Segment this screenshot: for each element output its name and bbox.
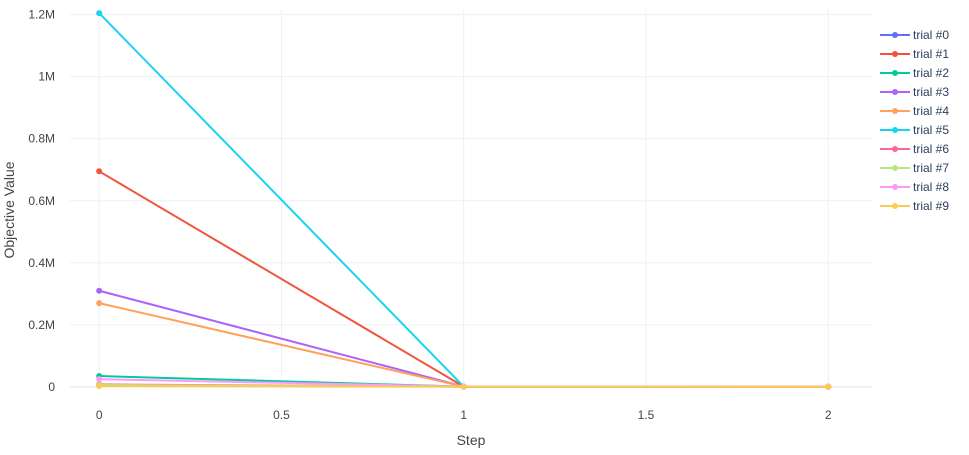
legend-swatch-marker (892, 184, 898, 190)
legend-label: trial #7 (913, 161, 949, 175)
data-point[interactable] (96, 287, 103, 294)
legend-swatch-marker (892, 51, 898, 57)
legend-label: trial #6 (913, 142, 949, 156)
series-9 (96, 382, 832, 390)
data-point[interactable] (96, 376, 103, 383)
legend-item[interactable]: trial #4 (880, 104, 949, 118)
x-axis-ticks: 0 0.5 1 1.5 2 (96, 408, 832, 422)
legend-label: trial #1 (913, 47, 949, 61)
x-tick-label: 2 (825, 408, 832, 422)
legend-label: trial #0 (913, 28, 949, 42)
y-tick-label: 0.4M (28, 256, 55, 270)
legend-item[interactable]: trial #6 (880, 142, 949, 156)
data-point[interactable] (96, 10, 103, 17)
legend-item[interactable]: trial #5 (880, 123, 949, 137)
legend-swatch-marker (892, 146, 898, 152)
data-point[interactable] (96, 382, 103, 389)
data-point[interactable] (96, 300, 103, 307)
legend-item[interactable]: trial #3 (880, 85, 949, 99)
x-tick-label: 1.5 (638, 408, 655, 422)
legend[interactable]: trial #0 trial #1 trial #2 trial #3 trial #4… (880, 28, 949, 213)
legend-swatch-marker (892, 89, 898, 95)
legend-label: trial #4 (913, 104, 949, 118)
legend-swatch-marker (892, 70, 898, 76)
data-point[interactable] (825, 383, 832, 390)
y-tick-label: 0.2M (28, 318, 55, 332)
legend-swatch-marker (892, 127, 898, 133)
legend-label: trial #8 (913, 180, 949, 194)
legend-swatch-marker (892, 165, 898, 171)
y-tick-label: 1M (38, 70, 55, 84)
legend-swatch-marker (892, 108, 898, 114)
legend-item[interactable]: trial #8 (880, 180, 949, 194)
y-tick-label: 0.6M (28, 194, 55, 208)
legend-swatch-marker (892, 203, 898, 209)
legend-label: trial #3 (913, 85, 949, 99)
legend-item[interactable]: trial #2 (880, 66, 949, 80)
legend-label: trial #2 (913, 66, 949, 80)
x-tick-label: 1 (460, 408, 467, 422)
legend-item[interactable]: trial #1 (880, 47, 949, 61)
y-tick-label: 0 (48, 380, 55, 394)
legend-label: trial #9 (913, 199, 949, 213)
data-point[interactable] (460, 383, 467, 390)
y-tick-label: 1.2M (28, 8, 55, 22)
y-tick-label: 0.8M (28, 132, 55, 146)
data-point[interactable] (96, 168, 103, 175)
x-axis-title: Step (457, 432, 486, 448)
legend-label: trial #5 (913, 123, 949, 137)
grid (70, 10, 872, 390)
y-axis-title: Objective Value (1, 161, 17, 258)
x-tick-label: 0.5 (273, 408, 290, 422)
legend-item[interactable]: trial #7 (880, 161, 949, 175)
legend-item[interactable]: trial #0 (880, 28, 949, 42)
y-axis-ticks: 0 0.2M 0.4M 0.6M 0.8M 1M 1.2M (28, 8, 55, 394)
series-lines (96, 10, 832, 390)
x-tick-label: 0 (96, 408, 103, 422)
legend-swatch-marker (892, 32, 898, 38)
legend-item[interactable]: trial #9 (880, 199, 949, 213)
